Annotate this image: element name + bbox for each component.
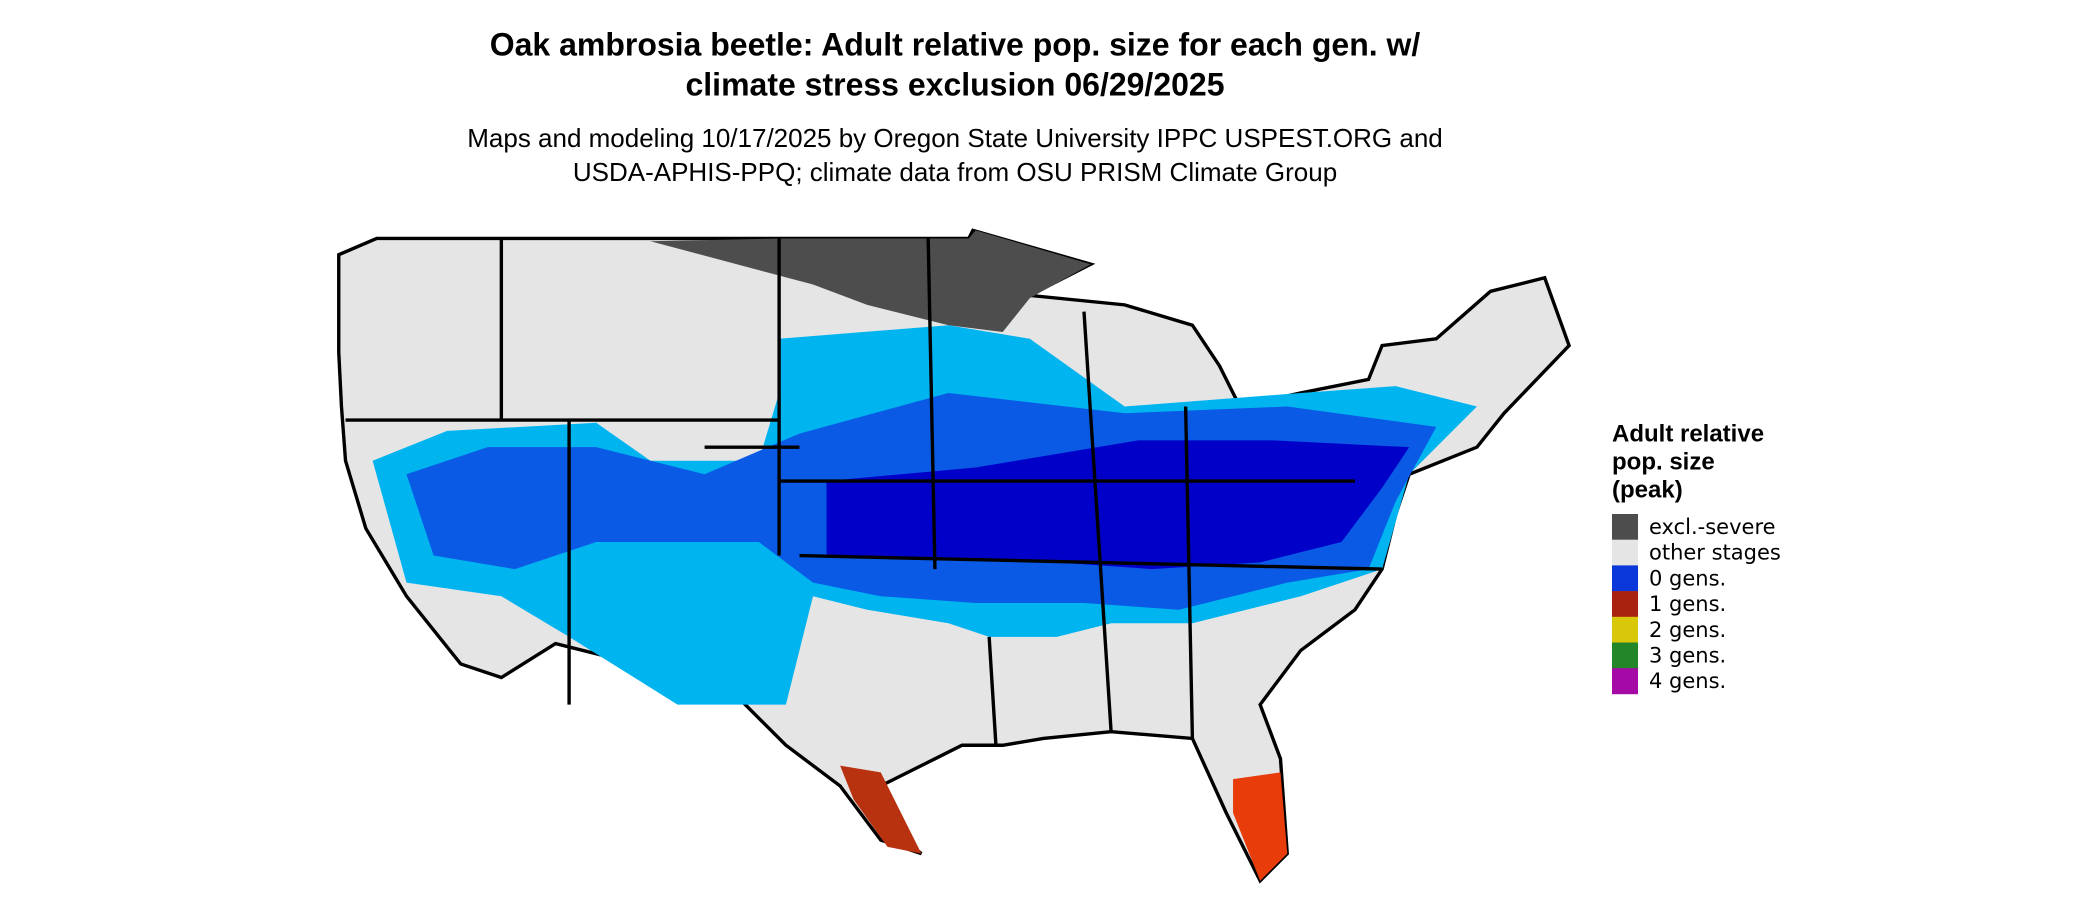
legend-swatch xyxy=(1612,616,1638,643)
excluded-region xyxy=(650,230,1091,332)
legend-swatch xyxy=(1612,565,1638,592)
state-border xyxy=(345,238,1383,746)
title-line: climate stress exclusion 06/29/2025 xyxy=(685,66,1224,102)
legend-swatch xyxy=(1612,642,1638,669)
legend-swatch xyxy=(1612,514,1638,540)
legend-label: 4 gens. xyxy=(1649,669,1726,693)
legend-title-line: Adult relative xyxy=(1612,420,1764,447)
state-borders xyxy=(345,238,1383,746)
legend-label: 1 gens. xyxy=(1649,592,1726,616)
us-map xyxy=(337,228,1572,884)
legend-swatch xyxy=(1612,539,1638,566)
legend-label: 0 gens. xyxy=(1649,566,1726,590)
dark-blue-region xyxy=(826,440,1410,570)
subtitle-line: USDA-APHIS-PPQ; climate data from OSU PR… xyxy=(573,157,1337,187)
red-region xyxy=(1233,772,1288,881)
title-line: Oak ambrosia beetle: Adult relative pop.… xyxy=(490,26,1421,62)
legend-title-line: (peak) xyxy=(1612,476,1683,503)
red-region xyxy=(840,765,922,854)
legend-label: 3 gens. xyxy=(1649,644,1726,668)
legend-swatch xyxy=(1612,591,1638,618)
legend-label: excl.-severe xyxy=(1649,515,1776,539)
legend-swatch xyxy=(1612,668,1638,695)
legend: Adult relative pop. size (peak) excl.-se… xyxy=(1612,420,1781,695)
legend-label: other stages xyxy=(1649,541,1781,565)
subtitle-line: Maps and modeling 10/17/2025 by Oregon S… xyxy=(467,123,1443,153)
legend-label: 2 gens. xyxy=(1649,618,1726,642)
legend-title-line: pop. size xyxy=(1612,448,1715,475)
